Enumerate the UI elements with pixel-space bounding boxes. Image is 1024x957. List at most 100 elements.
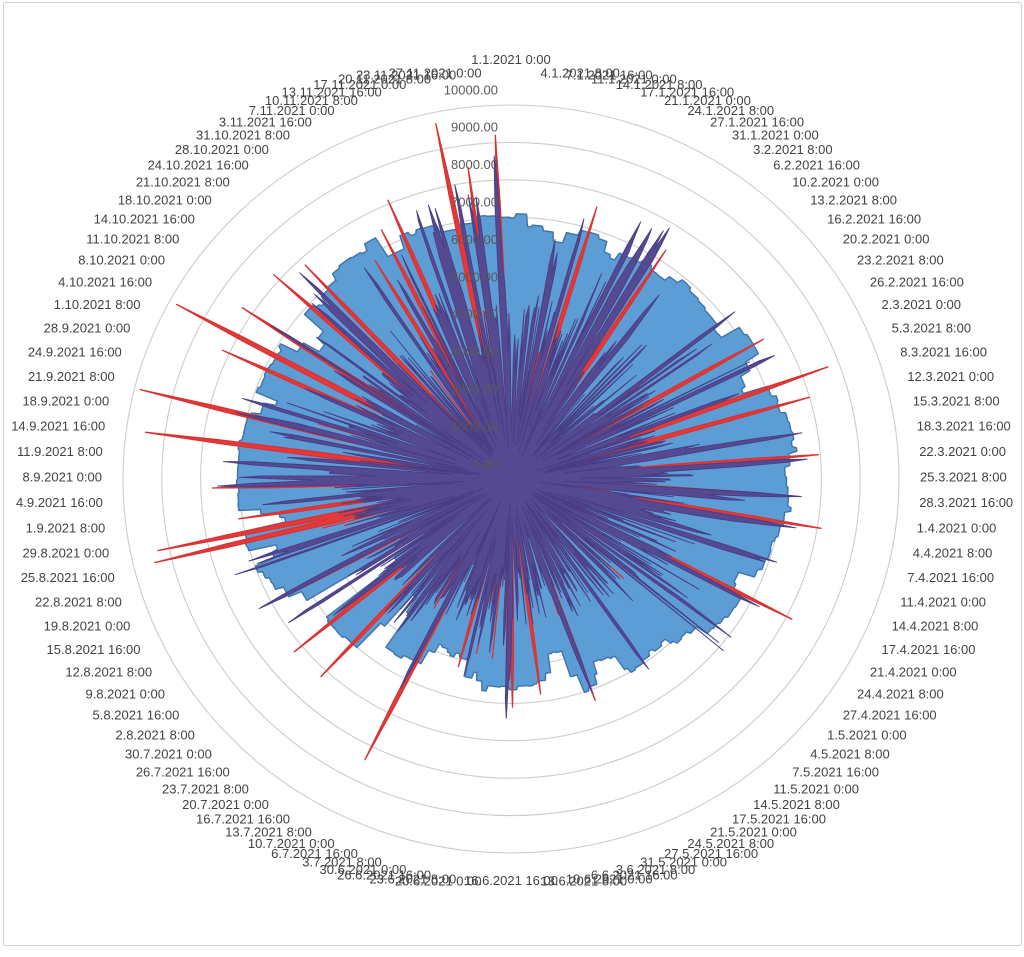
svg-text:21.9.2021 8:00: 21.9.2021 8:00 — [28, 369, 115, 384]
svg-text:10000.00: 10000.00 — [444, 82, 498, 97]
svg-text:25.3.2021 8:00: 25.3.2021 8:00 — [920, 470, 1007, 485]
svg-text:18.3.2021 16:00: 18.3.2021 16:00 — [917, 419, 1011, 434]
svg-text:18.9.2021 0:00: 18.9.2021 0:00 — [22, 394, 109, 409]
svg-text:15.8.2021 16:00: 15.8.2021 16:00 — [47, 642, 141, 657]
svg-text:29.8.2021 0:00: 29.8.2021 0:00 — [22, 545, 109, 560]
svg-text:12.8.2021 8:00: 12.8.2021 8:00 — [65, 665, 152, 680]
svg-text:23.6.2021 8:00: 23.6.2021 8:00 — [369, 871, 456, 886]
svg-text:24.9.2021 16:00: 24.9.2021 16:00 — [28, 344, 122, 359]
svg-text:27.5.2021 16:00: 27.5.2021 16:00 — [664, 846, 758, 861]
svg-text:4.4.2021 8:00: 4.4.2021 8:00 — [913, 545, 993, 560]
svg-text:16.6.2021 16:00: 16.6.2021 16:00 — [464, 873, 558, 888]
svg-text:20.7.2021 0:00: 20.7.2021 0:00 — [182, 797, 269, 812]
svg-text:5.3.2021 8:00: 5.3.2021 8:00 — [892, 320, 972, 335]
svg-text:6.2.2021 16:00: 6.2.2021 16:00 — [773, 157, 860, 172]
svg-text:31.5.2021 0:00: 31.5.2021 0:00 — [640, 855, 727, 870]
svg-text:26.6.2021 16:00: 26.6.2021 16:00 — [337, 867, 431, 882]
svg-text:30.6.2021 0:00: 30.6.2021 0:00 — [320, 862, 407, 877]
svg-text:7.4.2021 16:00: 7.4.2021 16:00 — [907, 570, 994, 585]
svg-text:11.10.2021 8:00: 11.10.2021 8:00 — [86, 231, 179, 246]
svg-text:26.2.2021 16:00: 26.2.2021 16:00 — [870, 274, 964, 289]
svg-text:4.5.2021 8:00: 4.5.2021 8:00 — [810, 747, 890, 762]
svg-text:13.7.2021 8:00: 13.7.2021 8:00 — [225, 824, 312, 839]
svg-text:21.1.2021 0:00: 21.1.2021 0:00 — [664, 93, 751, 108]
svg-text:1.4.2021 0:00: 1.4.2021 0:00 — [917, 520, 997, 535]
svg-text:4.1.2021 8:00: 4.1.2021 8:00 — [540, 65, 620, 80]
svg-text:0.00: 0.00 — [473, 456, 498, 471]
svg-text:21.10.2021 8:00: 21.10.2021 8:00 — [136, 174, 230, 189]
svg-text:14.1.2021 8:00: 14.1.2021 8:00 — [616, 77, 703, 92]
svg-text:16.7.2021 16:00: 16.7.2021 16:00 — [196, 812, 290, 827]
svg-text:23.11.2021 16:00: 23.11.2021 16:00 — [356, 68, 456, 83]
svg-text:14.4.2021 8:00: 14.4.2021 8:00 — [892, 619, 979, 634]
svg-text:13.11.2021 16:00: 13.11.2021 16:00 — [282, 84, 382, 99]
svg-text:11.5.2021 0:00: 11.5.2021 0:00 — [773, 782, 859, 797]
svg-text:8.3.2021 16:00: 8.3.2021 16:00 — [900, 344, 987, 359]
svg-text:1.1.2021 0:00: 1.1.2021 0:00 — [471, 52, 551, 67]
svg-text:17.4.2021 16:00: 17.4.2021 16:00 — [882, 642, 976, 657]
svg-text:16.2.2021 16:00: 16.2.2021 16:00 — [827, 211, 921, 226]
svg-text:10.7.2021 0:00: 10.7.2021 0:00 — [248, 836, 335, 851]
svg-text:20.6.2021 0:00: 20.6.2021 0:00 — [395, 874, 482, 889]
svg-text:31.1.2021 0:00: 31.1.2021 0:00 — [732, 128, 819, 143]
svg-text:7000.00: 7000.00 — [451, 195, 498, 210]
svg-text:26.7.2021 16:00: 26.7.2021 16:00 — [136, 765, 230, 780]
svg-text:3.6.2021 8:00: 3.6.2021 8:00 — [616, 862, 696, 877]
svg-text:17.11.2021 0:00: 17.11.2021 0:00 — [313, 77, 406, 92]
svg-text:4.9.2021 16:00: 4.9.2021 16:00 — [16, 495, 103, 510]
svg-text:13.6.2021 8:00: 13.6.2021 8:00 — [540, 874, 627, 889]
svg-text:24.4.2021 8:00: 24.4.2021 8:00 — [857, 687, 944, 702]
svg-text:9000.00: 9000.00 — [451, 120, 498, 135]
svg-text:7.5.2021 16:00: 7.5.2021 16:00 — [792, 765, 879, 780]
svg-text:17.1.2021 16:00: 17.1.2021 16:00 — [640, 84, 734, 99]
svg-text:7.11.2021 0:00: 7.11.2021 0:00 — [249, 103, 335, 118]
svg-text:24.1.2021 8:00: 24.1.2021 8:00 — [687, 103, 774, 118]
svg-text:23.7.2021 8:00: 23.7.2021 8:00 — [162, 782, 249, 797]
svg-text:7.1.2021 16:00: 7.1.2021 16:00 — [566, 68, 653, 83]
svg-text:4000.00: 4000.00 — [451, 307, 498, 322]
svg-text:23.2.2021 8:00: 23.2.2021 8:00 — [857, 253, 944, 268]
svg-text:10.11.2021 8:00: 10.11.2021 8:00 — [265, 93, 358, 108]
svg-text:10.6.2021 0:00: 10.6.2021 0:00 — [566, 871, 653, 886]
svg-text:14.9.2021 16:00: 14.9.2021 16:00 — [11, 419, 105, 434]
svg-text:2.8.2021 8:00: 2.8.2021 8:00 — [115, 728, 195, 743]
svg-text:27.1.2021 16:00: 27.1.2021 16:00 — [710, 115, 804, 130]
svg-text:28.3.2021 16:00: 28.3.2021 16:00 — [919, 495, 1013, 510]
svg-text:5000.00: 5000.00 — [451, 269, 498, 284]
svg-text:14.5.2021 8:00: 14.5.2021 8:00 — [753, 797, 840, 812]
svg-text:8000.00: 8000.00 — [451, 157, 498, 172]
svg-text:2.3.2021 0:00: 2.3.2021 0:00 — [882, 297, 962, 312]
svg-text:3.2.2021 8:00: 3.2.2021 8:00 — [753, 142, 833, 157]
svg-text:14.10.2021 16:00: 14.10.2021 16:00 — [94, 211, 195, 226]
svg-text:21.4.2021 0:00: 21.4.2021 0:00 — [870, 665, 957, 680]
svg-text:27.4.2021 16:00: 27.4.2021 16:00 — [843, 708, 937, 723]
svg-text:5.8.2021 16:00: 5.8.2021 16:00 — [93, 708, 180, 723]
svg-text:25.8.2021 16:00: 25.8.2021 16:00 — [21, 570, 115, 585]
svg-text:27.11.2021 0:00: 27.11.2021 0:00 — [389, 65, 482, 80]
svg-text:3.7.2021 8:00: 3.7.2021 8:00 — [302, 855, 382, 870]
svg-text:31.10.2021 8:00: 31.10.2021 8:00 — [196, 128, 290, 143]
svg-text:24.5.2021 8:00: 24.5.2021 8:00 — [687, 836, 774, 851]
svg-text:30.7.2021 0:00: 30.7.2021 0:00 — [125, 747, 212, 762]
svg-text:28.10.2021 0:00: 28.10.2021 0:00 — [175, 142, 269, 157]
svg-text:11.1.2021 0:00: 11.1.2021 0:00 — [591, 72, 677, 87]
svg-text:4.10.2021 16:00: 4.10.2021 16:00 — [58, 274, 152, 289]
svg-text:18.10.2021 0:00: 18.10.2021 0:00 — [118, 192, 212, 207]
svg-text:24.10.2021 16:00: 24.10.2021 16:00 — [148, 157, 249, 172]
svg-text:6.7.2021 16:00: 6.7.2021 16:00 — [271, 846, 358, 861]
svg-text:11.9.2021 8:00: 11.9.2021 8:00 — [17, 444, 103, 459]
svg-text:17.5.2021 16:00: 17.5.2021 16:00 — [732, 812, 826, 827]
svg-text:10.2.2021 0:00: 10.2.2021 0:00 — [792, 174, 879, 189]
svg-text:11.4.2021 0:00: 11.4.2021 0:00 — [900, 595, 986, 610]
svg-text:1000.00: 1000.00 — [451, 419, 498, 434]
svg-text:3.11.2021 16:00: 3.11.2021 16:00 — [219, 115, 312, 130]
svg-text:1.9.2021 8:00: 1.9.2021 8:00 — [26, 520, 106, 535]
svg-text:3000.00: 3000.00 — [451, 344, 498, 359]
svg-text:6.6.2021 16:00: 6.6.2021 16:00 — [591, 867, 678, 882]
svg-text:21.5.2021 0:00: 21.5.2021 0:00 — [710, 824, 797, 839]
svg-text:22.3.2021 0:00: 22.3.2021 0:00 — [919, 444, 1006, 459]
svg-text:1.10.2021 8:00: 1.10.2021 8:00 — [54, 297, 141, 312]
svg-text:6000.00: 6000.00 — [451, 232, 498, 247]
svg-text:19.8.2021 0:00: 19.8.2021 0:00 — [44, 619, 131, 634]
svg-text:20.11.2021 8:00: 20.11.2021 8:00 — [338, 72, 431, 87]
